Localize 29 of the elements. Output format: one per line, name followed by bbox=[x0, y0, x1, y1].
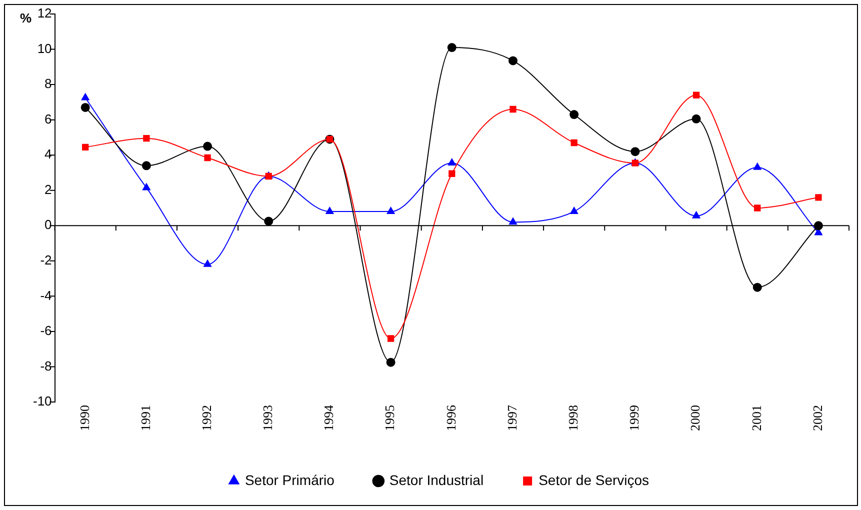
x-tick-label: 1994 bbox=[321, 404, 336, 431]
legend-label: Setor Industrial bbox=[389, 472, 484, 488]
y-tick-label: 10 bbox=[37, 40, 52, 56]
y-tick-label: 4 bbox=[44, 146, 52, 162]
x-tick-label: 2001 bbox=[748, 405, 764, 431]
y-tick-label: -4 bbox=[40, 288, 52, 303]
x-tick-label: 1991 bbox=[138, 405, 153, 431]
y-tick-label: 6 bbox=[44, 111, 52, 126]
x-tick-label: 1992 bbox=[198, 405, 214, 431]
x-tick-label: 1999 bbox=[626, 405, 642, 431]
x-tick-label: 1993 bbox=[260, 405, 276, 431]
legend-label: Setor de Serviços bbox=[538, 472, 650, 488]
x-tick-label: 1995 bbox=[382, 405, 398, 431]
x-tick-label: 1997 bbox=[504, 404, 520, 431]
x-tick-label: 1996 bbox=[443, 404, 458, 431]
y-tick-label: -8 bbox=[40, 358, 52, 374]
x-tick-label: 1990 bbox=[76, 405, 92, 431]
y-tick-label: 12 bbox=[37, 6, 52, 21]
y-tick-label: -10 bbox=[32, 394, 52, 409]
y-tick-label: 8 bbox=[44, 76, 52, 92]
y-axis-title: % bbox=[20, 10, 32, 26]
y-tick-label: -2 bbox=[40, 252, 52, 268]
x-tick-label: 1998 bbox=[566, 405, 581, 431]
y-tick-label: 0 bbox=[44, 217, 52, 232]
x-tick-label: 2002 bbox=[810, 405, 825, 431]
y-tick-label: 2 bbox=[44, 182, 52, 197]
x-tick-label: 2000 bbox=[688, 405, 703, 431]
y-tick-label: -6 bbox=[40, 323, 52, 338]
legend-label: Setor Primário bbox=[244, 472, 335, 488]
